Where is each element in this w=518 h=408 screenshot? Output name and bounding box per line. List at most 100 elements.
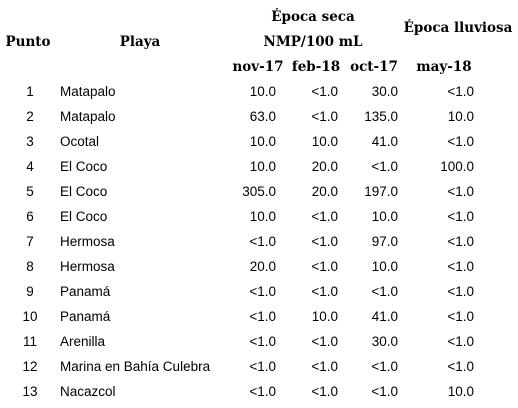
value-nov-17: 63.0 bbox=[249, 109, 276, 124]
value-oct-17: 97.0 bbox=[371, 234, 398, 249]
punto-cell: 5 bbox=[26, 184, 34, 199]
punto-cell: 7 bbox=[26, 234, 34, 249]
playa-cell: Marina en Bahía Culebra bbox=[60, 359, 211, 374]
value-feb-18: <1.0 bbox=[311, 234, 338, 249]
value-may-18: <1.0 bbox=[447, 359, 474, 374]
table-row: 4 El Coco 10.0 20.0 <1.0 100.0 bbox=[0, 154, 474, 179]
value-nov-17: <1.0 bbox=[249, 309, 276, 324]
punto-cell: 2 bbox=[26, 109, 34, 124]
value-feb-18: 20.0 bbox=[311, 184, 338, 199]
table-row: 7 Hermosa <1.0 <1.0 97.0 <1.0 bbox=[0, 229, 474, 254]
results-table-body: 1 Matapalo 10.0 <1.0 30.0 <1.0 2 Matapalo 63.0 <1… bbox=[0, 79, 474, 404]
value-feb-18: <1.0 bbox=[311, 209, 338, 224]
table-row: 1 Matapalo 10.0 <1.0 30.0 <1.0 bbox=[0, 79, 474, 104]
header-epoca-seca: Época seca bbox=[271, 9, 355, 25]
header-date-nov-17: nov-17 bbox=[232, 59, 284, 75]
value-oct-17: 30.0 bbox=[371, 84, 398, 99]
playa-cell: El Coco bbox=[60, 159, 108, 174]
playa-cell: Arenilla bbox=[60, 334, 106, 349]
value-feb-18: <1.0 bbox=[311, 284, 338, 299]
value-may-18: <1.0 bbox=[447, 184, 474, 199]
value-nov-17: 305.0 bbox=[242, 184, 276, 199]
table-row: 10 Panamá <1.0 10.0 41.0 <1.0 bbox=[0, 304, 474, 329]
playa-cell: Hermosa bbox=[60, 234, 115, 249]
table-row: 12 Marina en Bahía Culebra <1.0 <1.0 <1.0 <1.… bbox=[0, 354, 474, 379]
punto-cell: 10 bbox=[22, 309, 38, 324]
value-oct-17: <1.0 bbox=[371, 384, 398, 399]
value-oct-17: 41.0 bbox=[371, 309, 398, 324]
table-row: 11 Arenilla <1.0 <1.0 30.0 <1.0 bbox=[0, 329, 474, 354]
value-nov-17: <1.0 bbox=[249, 334, 276, 349]
value-nov-17: 20.0 bbox=[249, 259, 276, 274]
value-nov-17: <1.0 bbox=[249, 284, 276, 299]
value-may-18: <1.0 bbox=[447, 259, 474, 274]
value-nov-17: 10.0 bbox=[249, 134, 276, 149]
value-may-18: 100.0 bbox=[440, 159, 474, 174]
value-oct-17: <1.0 bbox=[371, 284, 398, 299]
value-oct-17: 10.0 bbox=[371, 209, 398, 224]
value-may-18: <1.0 bbox=[447, 309, 474, 324]
value-feb-18: 20.0 bbox=[311, 159, 338, 174]
value-feb-18: <1.0 bbox=[311, 384, 338, 399]
value-feb-18: 10.0 bbox=[311, 309, 338, 324]
header-date-oct-17: oct-17 bbox=[350, 59, 398, 75]
value-may-18: <1.0 bbox=[447, 284, 474, 299]
playa-cell: Matapalo bbox=[60, 84, 116, 99]
value-feb-18: <1.0 bbox=[311, 259, 338, 274]
table-row: 13 Nacazcol <1.0 <1.0 <1.0 10.0 bbox=[0, 379, 474, 404]
value-oct-17: 197.0 bbox=[364, 184, 398, 199]
value-oct-17: 41.0 bbox=[371, 134, 398, 149]
playa-cell: Panamá bbox=[60, 309, 111, 324]
value-may-18: 10.0 bbox=[447, 384, 474, 399]
value-feb-18: <1.0 bbox=[311, 359, 338, 374]
value-nov-17: <1.0 bbox=[249, 384, 276, 399]
value-may-18: <1.0 bbox=[447, 234, 474, 249]
value-may-18: <1.0 bbox=[447, 134, 474, 149]
value-may-18: 10.0 bbox=[447, 109, 474, 124]
value-nov-17: <1.0 bbox=[249, 234, 276, 249]
punto-cell: 3 bbox=[26, 134, 34, 149]
punto-cell: 12 bbox=[22, 359, 38, 374]
header-playa: Playa bbox=[119, 34, 161, 50]
value-oct-17: <1.0 bbox=[371, 359, 398, 374]
value-oct-17: <1.0 bbox=[371, 159, 398, 174]
value-feb-18: <1.0 bbox=[311, 84, 338, 99]
value-nov-17: 10.0 bbox=[249, 159, 276, 174]
value-may-18: <1.0 bbox=[447, 209, 474, 224]
header-unit: NMP/100 mL bbox=[263, 34, 363, 50]
punto-cell: 9 bbox=[26, 284, 34, 299]
value-oct-17: 135.0 bbox=[364, 109, 398, 124]
playa-cell: Ocotal bbox=[60, 134, 100, 149]
value-may-18: <1.0 bbox=[447, 84, 474, 99]
table-row: 6 El Coco 10.0 <1.0 10.0 <1.0 bbox=[0, 204, 474, 229]
value-feb-18: <1.0 bbox=[311, 109, 338, 124]
value-feb-18: 10.0 bbox=[311, 134, 338, 149]
punto-cell: 6 bbox=[26, 209, 34, 224]
punto-cell: 11 bbox=[22, 334, 37, 349]
results-table: 1 Matapalo 10.0 <1.0 30.0 <1.0 2 Matapalo 63.0 <1… bbox=[0, 79, 474, 404]
value-nov-17: 10.0 bbox=[249, 84, 276, 99]
playa-cell: Hermosa bbox=[60, 259, 115, 274]
punto-cell: 4 bbox=[26, 159, 34, 174]
value-feb-18: <1.0 bbox=[311, 334, 338, 349]
playa-cell: Panamá bbox=[60, 284, 111, 299]
punto-cell: 1 bbox=[26, 84, 34, 99]
punto-cell: 13 bbox=[22, 384, 38, 399]
punto-cell: 8 bbox=[26, 259, 34, 274]
playa-cell: El Coco bbox=[60, 209, 108, 224]
header-epoca-lluviosa: Época lluviosa bbox=[403, 20, 513, 36]
value-nov-17: 10.0 bbox=[249, 209, 276, 224]
table-row: 5 El Coco 305.0 20.0 197.0 <1.0 bbox=[0, 179, 474, 204]
playa-cell: Matapalo bbox=[60, 109, 116, 124]
table-row: 3 Ocotal 10.0 10.0 41.0 <1.0 bbox=[0, 129, 474, 154]
value-nov-17: <1.0 bbox=[249, 359, 276, 374]
table-row: 2 Matapalo 63.0 <1.0 135.0 10.0 bbox=[0, 104, 474, 129]
header-date-feb-18: feb-18 bbox=[291, 59, 341, 75]
value-may-18: <1.0 bbox=[447, 334, 474, 349]
value-oct-17: 10.0 bbox=[371, 259, 398, 274]
value-oct-17: 30.0 bbox=[371, 334, 398, 349]
table-row: 8 Hermosa 20.0 <1.0 10.0 <1.0 bbox=[0, 254, 474, 279]
playa-cell: El Coco bbox=[60, 184, 108, 199]
table-row: 9 Panamá <1.0 <1.0 <1.0 <1.0 bbox=[0, 279, 474, 304]
header-punto: Punto bbox=[5, 34, 51, 50]
